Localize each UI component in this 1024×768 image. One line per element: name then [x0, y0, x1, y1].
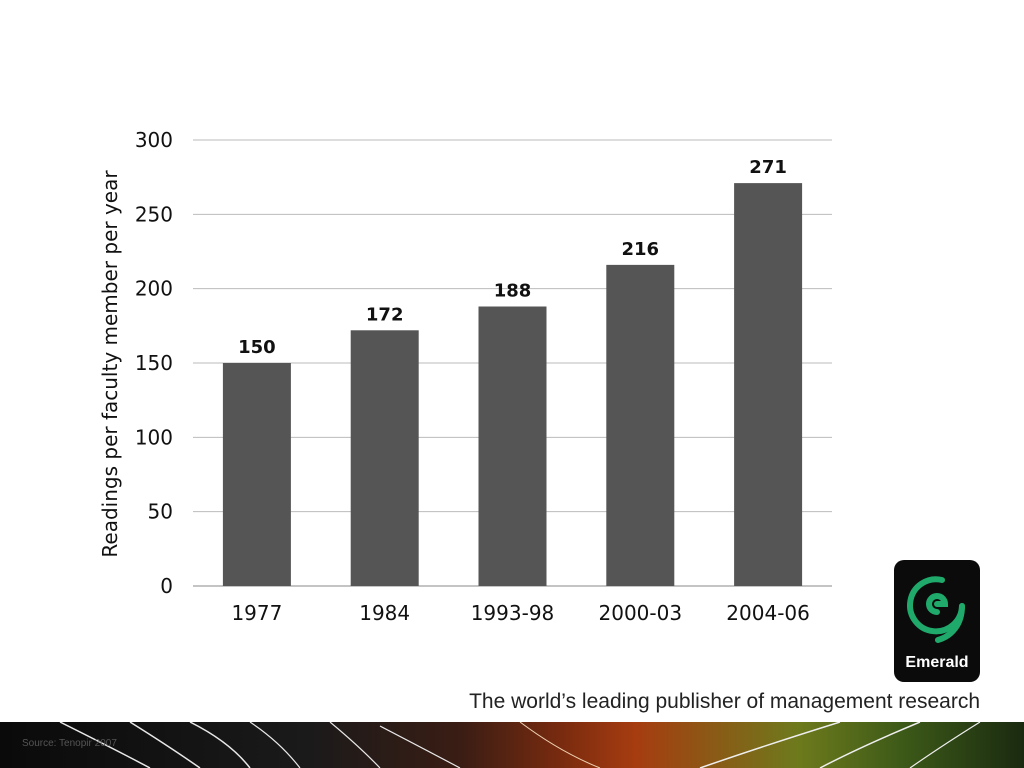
emerald-logo: Emerald [894, 560, 980, 682]
x-axis-ticks: 1977 1984 1993-98 2000-03 2004-06 [231, 601, 809, 625]
bar-value-label: 188 [494, 281, 532, 302]
source-note: Source: Tenopir 2007 [22, 738, 117, 749]
data-labels: 150 172 188 216 271 [238, 157, 787, 358]
logo-text: Emerald [905, 654, 969, 671]
y-tick-label: 150 [135, 351, 173, 375]
y-tick-label: 50 [148, 500, 173, 524]
bar-value-label: 271 [749, 157, 787, 178]
decorative-banner [0, 722, 1024, 768]
y-axis-ticks: 0 50 100 150 200 250 300 [135, 128, 173, 598]
x-tick-label: 1984 [359, 601, 410, 625]
x-tick-label: 1993-98 [471, 601, 555, 625]
bar [478, 306, 547, 586]
bar-value-label: 150 [238, 337, 276, 358]
y-tick-label: 200 [135, 277, 173, 301]
x-tick-label: 2000-03 [599, 601, 683, 625]
bar [734, 183, 803, 586]
bar [606, 264, 675, 586]
bars [222, 183, 803, 586]
y-tick-label: 0 [160, 574, 173, 598]
x-tick-label: 1977 [231, 601, 282, 625]
y-tick-label: 300 [135, 128, 173, 152]
bar [350, 330, 419, 586]
y-axis-title: Readings per faculty member per year [98, 170, 122, 558]
bar-value-label: 172 [366, 304, 404, 325]
y-tick-label: 250 [135, 202, 173, 226]
x-tick-label: 2004-06 [726, 601, 810, 625]
emerald-logo-icon [907, 576, 965, 643]
y-tick-label: 100 [135, 425, 173, 449]
bar-value-label: 216 [622, 239, 660, 260]
bar [222, 363, 291, 586]
tagline: The world’s leading publisher of managem… [469, 690, 980, 713]
